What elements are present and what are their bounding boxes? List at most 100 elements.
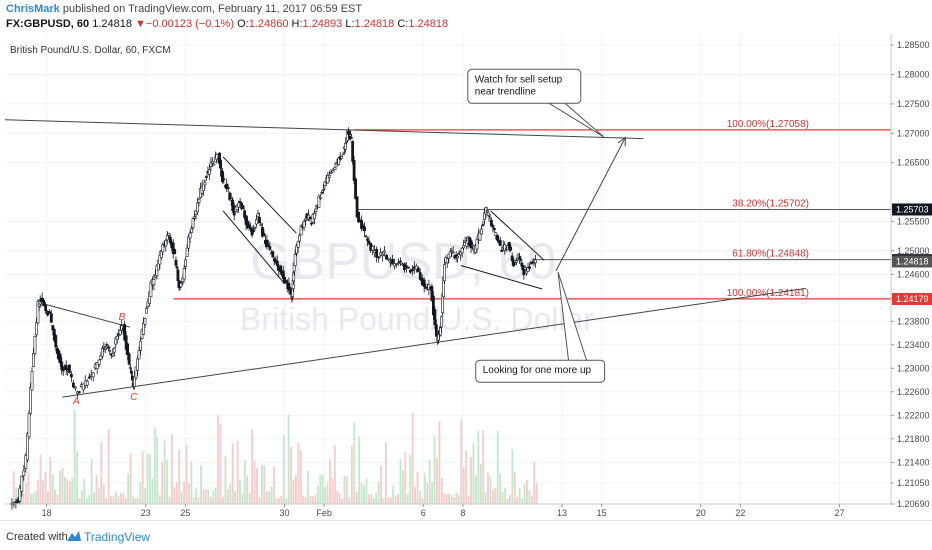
annotation-pointer bbox=[557, 271, 588, 361]
chart-svg[interactable]: GBPUSD, 60 British Pound/U.S. Dollar 100… bbox=[5, 34, 932, 520]
candle-body bbox=[102, 345, 106, 348]
close-value: 1.24818 bbox=[408, 18, 449, 30]
volume-bar bbox=[292, 479, 295, 504]
candle-body bbox=[241, 205, 245, 210]
volume-bar bbox=[54, 489, 57, 504]
pattern-point-b: B bbox=[119, 312, 126, 323]
candle-body bbox=[190, 228, 193, 233]
volume-bar bbox=[304, 497, 307, 504]
annotation-text: near trendline bbox=[475, 86, 537, 97]
volume-bar bbox=[457, 494, 460, 504]
candle-body bbox=[167, 232, 171, 236]
volume-bar bbox=[504, 487, 506, 504]
candle-body bbox=[197, 199, 201, 203]
candle-body bbox=[188, 232, 192, 239]
volume-bar bbox=[353, 422, 356, 504]
high-label: H: bbox=[291, 18, 303, 30]
candle-body bbox=[431, 295, 435, 316]
candle-body bbox=[95, 362, 99, 369]
candle-body bbox=[161, 244, 165, 253]
candle-body bbox=[363, 226, 366, 232]
candle-body bbox=[313, 213, 316, 220]
volume-bar bbox=[134, 497, 137, 504]
volume-bar bbox=[268, 491, 271, 504]
lower-trendline bbox=[62, 287, 806, 398]
candle-body bbox=[133, 376, 136, 388]
candle-body bbox=[408, 269, 412, 273]
volume-bar bbox=[222, 496, 224, 504]
price-axis[interactable]: 1.28500 1.28000 1.27500 1.27000 1.26500 1.255… bbox=[890, 34, 932, 509]
volume-bar bbox=[491, 489, 494, 504]
volume-bar bbox=[76, 451, 78, 504]
volume-bar bbox=[433, 436, 436, 504]
volume-bar bbox=[355, 491, 358, 504]
volume-bar bbox=[453, 497, 455, 504]
candle-body bbox=[210, 161, 214, 164]
volume-bar bbox=[22, 493, 25, 504]
volume-bar bbox=[367, 494, 370, 504]
projection-up bbox=[555, 137, 626, 271]
time-tick-label: 13 bbox=[557, 508, 567, 518]
volume-bar bbox=[66, 478, 69, 504]
volume-bar bbox=[183, 481, 185, 504]
volume-bar bbox=[341, 498, 344, 504]
watermark-name: British Pound/U.S. Dollar bbox=[240, 301, 594, 337]
candle-body bbox=[523, 267, 527, 270]
candle-body bbox=[422, 279, 426, 288]
price-tick-label: 1.21400 bbox=[897, 457, 930, 467]
candle-body bbox=[222, 178, 226, 181]
volume-bar bbox=[236, 440, 239, 504]
volume-bar bbox=[287, 414, 290, 504]
volume-bar bbox=[27, 471, 30, 504]
volume-bar bbox=[394, 495, 397, 504]
candle-body bbox=[81, 383, 85, 391]
volume-bar bbox=[282, 434, 285, 504]
volume-bar bbox=[85, 498, 88, 504]
author-link[interactable]: ChrisMark bbox=[6, 3, 60, 15]
volume-bar bbox=[526, 479, 528, 504]
candle-body bbox=[171, 242, 175, 255]
tradingview-cloud-icon[interactable] bbox=[64, 529, 82, 543]
pattern-point-c: C bbox=[130, 392, 138, 403]
time-tick-label: 25 bbox=[180, 508, 190, 518]
volume-bar bbox=[494, 487, 497, 504]
price-tick-label: 1.20690 bbox=[897, 499, 930, 509]
candle-body bbox=[433, 309, 437, 325]
price-badge-label: 1.25703 bbox=[896, 204, 929, 214]
candle-body bbox=[498, 239, 502, 246]
tradingview-brand[interactable]: TradingView bbox=[84, 530, 151, 544]
chart-header: ChrisMark published on TradingView.com, … bbox=[0, 0, 932, 34]
volume-bar bbox=[100, 441, 103, 504]
volume-bar bbox=[175, 482, 178, 504]
volume-bar bbox=[273, 466, 275, 504]
chart-area[interactable]: GBPUSD, 60 British Pound/U.S. Dollar 100… bbox=[5, 34, 932, 520]
volume-bar bbox=[195, 488, 198, 504]
volume-bar bbox=[12, 471, 15, 504]
volume-bar bbox=[423, 472, 426, 504]
candle-body bbox=[475, 238, 479, 250]
candle-body bbox=[456, 255, 460, 259]
candle-body bbox=[60, 361, 64, 371]
candle-body bbox=[145, 308, 148, 314]
volume-bar bbox=[248, 493, 251, 504]
candle-body bbox=[340, 156, 344, 159]
candle-body bbox=[460, 247, 464, 254]
candle-body bbox=[341, 153, 345, 156]
candle-body bbox=[489, 219, 493, 227]
volume-bar bbox=[149, 454, 151, 504]
candle-body bbox=[404, 265, 408, 268]
candle-body bbox=[70, 373, 73, 378]
volume-bar bbox=[530, 495, 533, 504]
volume-bar bbox=[428, 459, 431, 504]
volume-bar bbox=[205, 489, 207, 504]
time-axis[interactable]: 18 23 25 30 Feb 6 8 13 15 20 22 27 bbox=[5, 503, 891, 518]
volume-bar bbox=[44, 471, 47, 504]
volume-bar bbox=[83, 479, 86, 504]
candle-body bbox=[268, 246, 272, 250]
volume-bar bbox=[151, 478, 154, 504]
volume-bar bbox=[370, 493, 373, 504]
volume-bar bbox=[533, 461, 536, 504]
candle-body bbox=[185, 247, 189, 257]
candle-body bbox=[215, 154, 219, 161]
